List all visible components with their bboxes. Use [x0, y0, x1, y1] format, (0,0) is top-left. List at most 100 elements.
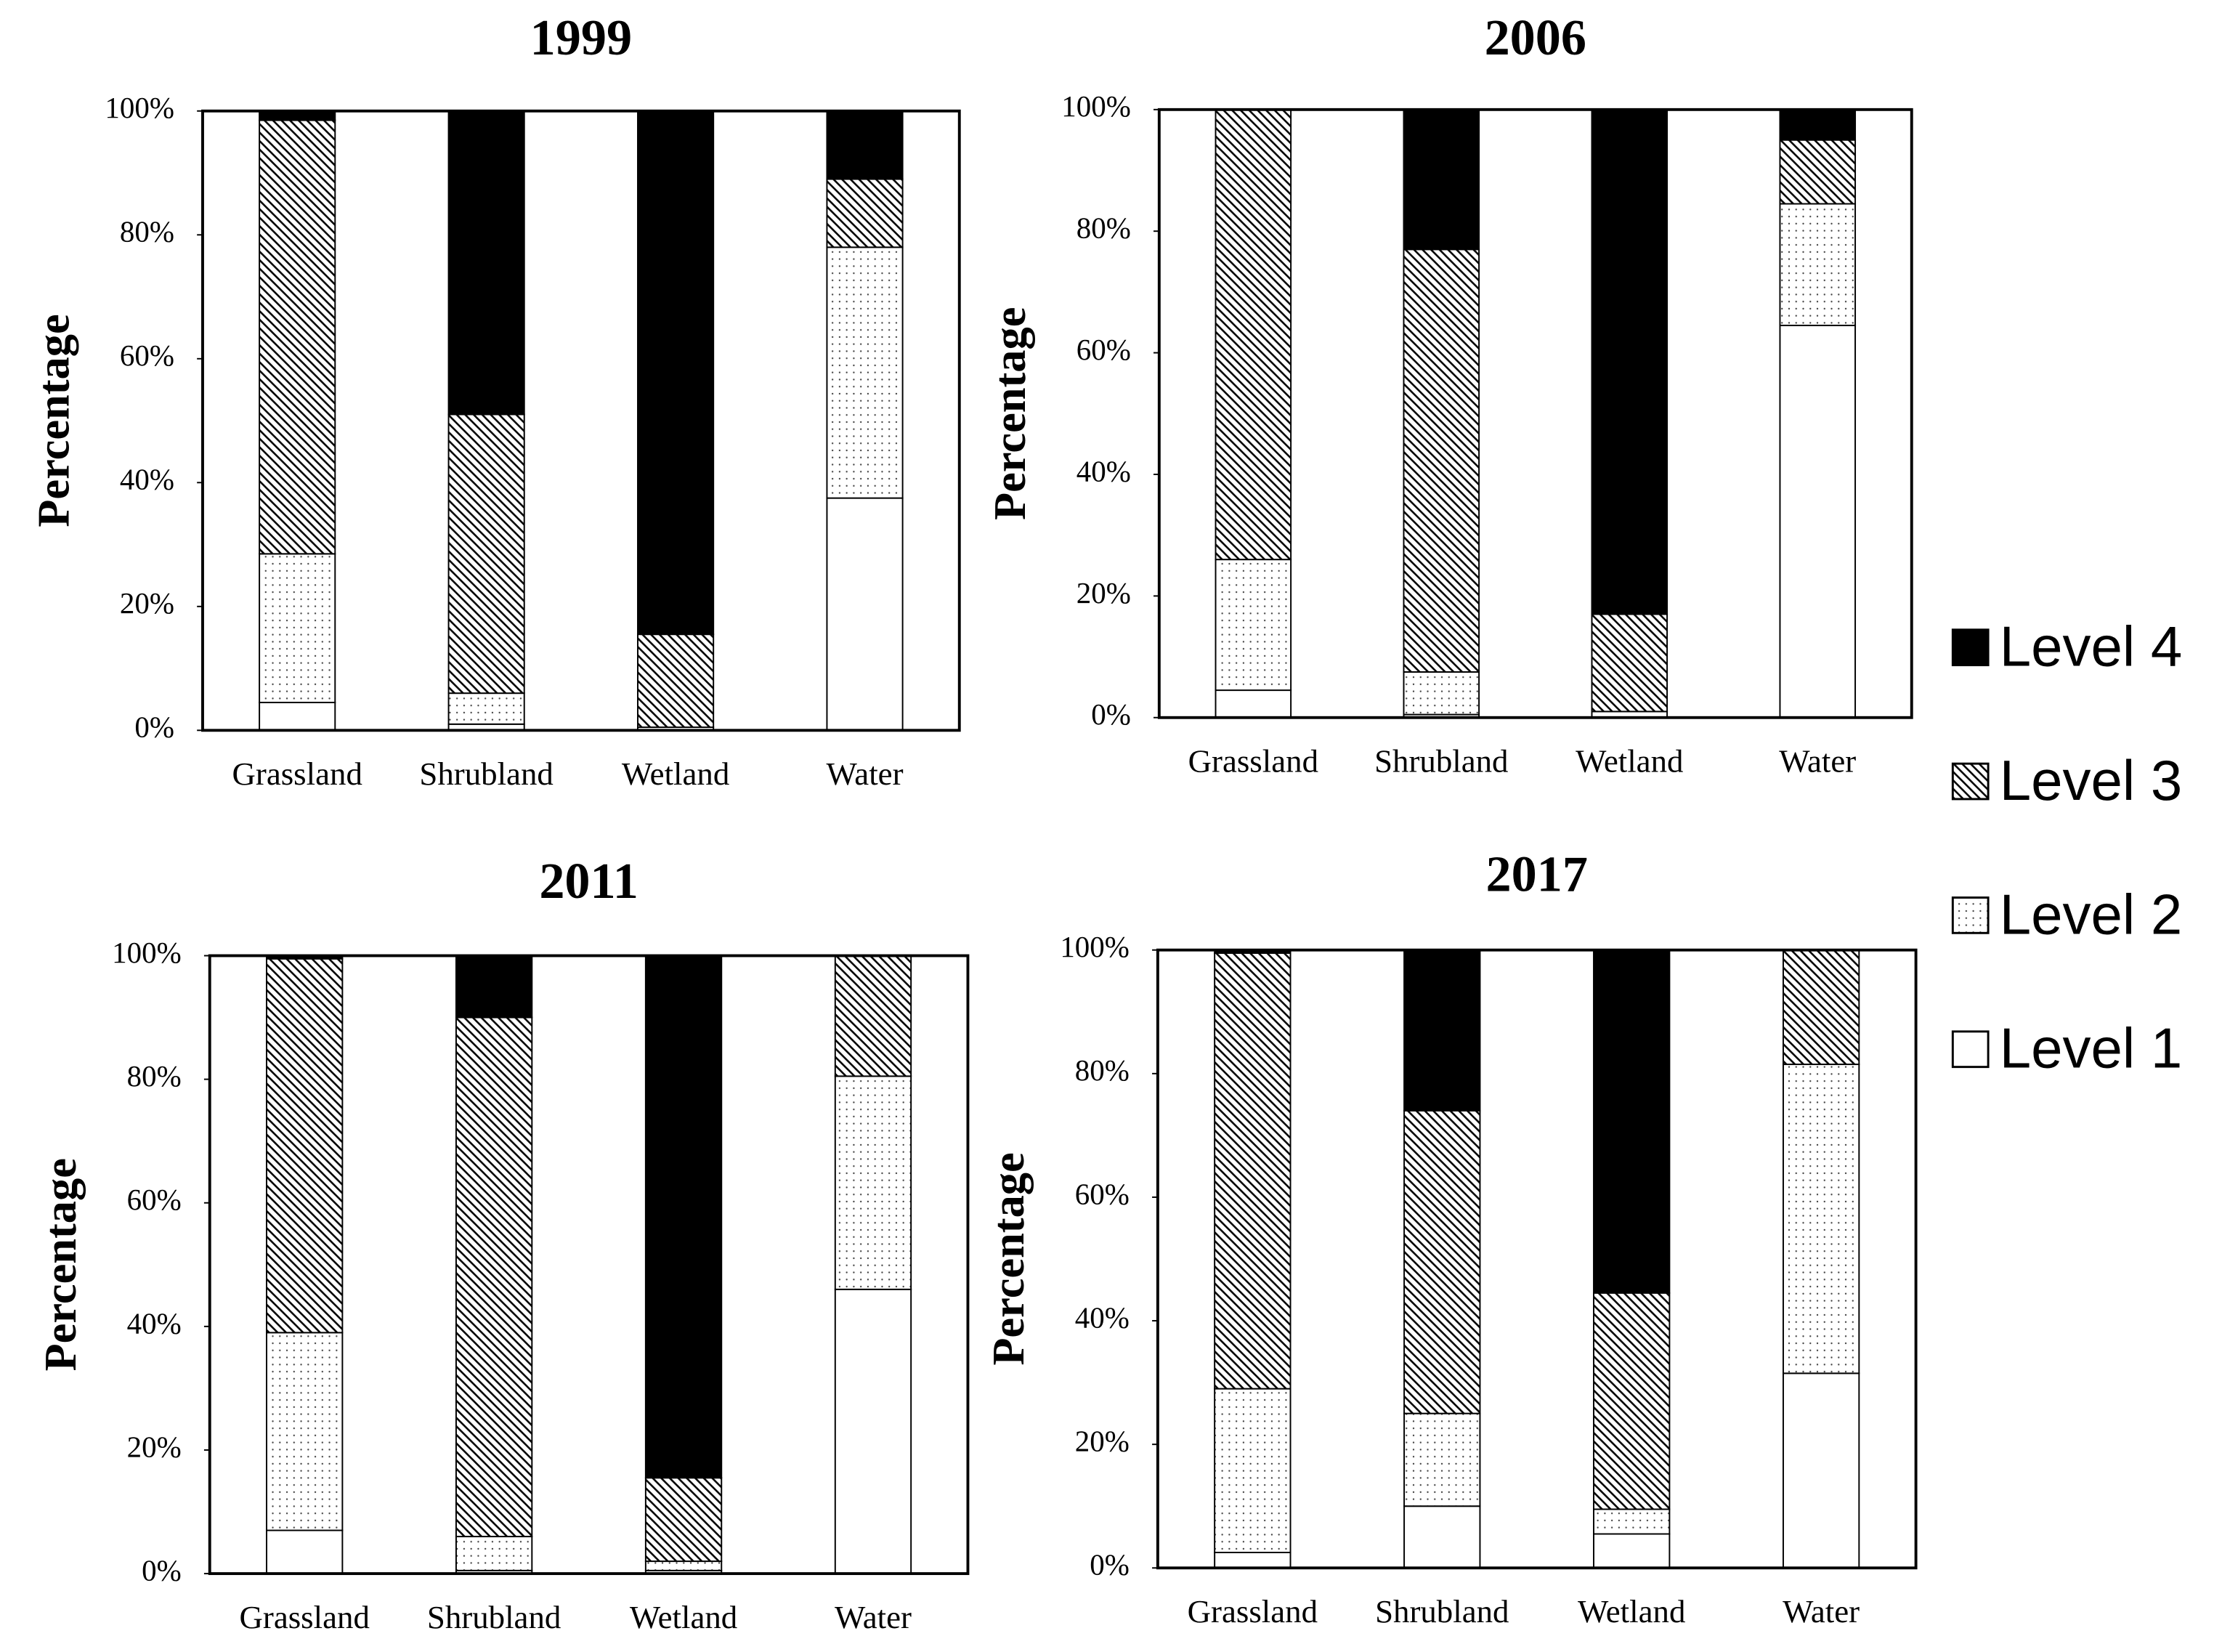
bar-segment: [447, 110, 525, 416]
legend-swatch: [1951, 762, 1990, 801]
bar-segment: [644, 955, 723, 1479]
bar-segment: [266, 1332, 344, 1531]
y-tick-label: 60%: [1076, 333, 1131, 366]
y-tick-label: 0%: [142, 1554, 182, 1587]
y-tick-label: 0%: [134, 710, 174, 744]
plot-frame: [1157, 108, 1913, 719]
y-tick-label: 80%: [1076, 211, 1131, 245]
bar-segment: [1214, 1552, 1292, 1569]
x-tick-label: Water: [1779, 742, 1856, 779]
bar-segment: [259, 119, 336, 555]
bar-segment: [1591, 613, 1668, 713]
bar-segment: [1215, 559, 1292, 692]
y-tick-label: 80%: [127, 1059, 182, 1093]
bar-segment: [1779, 324, 1857, 718]
legend-swatch: [1951, 896, 1990, 934]
bar-segment: [1215, 689, 1292, 718]
bar-segment: [447, 692, 525, 725]
bar-segment: [1403, 1412, 1481, 1507]
bar-segment: [1782, 1372, 1860, 1569]
x-tick-label: Wetland: [1578, 1593, 1685, 1629]
y-tick-label: 0%: [1091, 697, 1131, 731]
y-axis-label: Percentage: [983, 1152, 1034, 1365]
y-axis-label: Percentage: [35, 1158, 86, 1371]
bar-segment: [1779, 108, 1857, 141]
legend-label: Level 4: [2000, 615, 2183, 679]
bar-segment: [1593, 1292, 1671, 1510]
bar-segment: [1403, 108, 1480, 251]
bar-segment: [1403, 1109, 1481, 1414]
x-tick-label: Shrubland: [427, 1599, 561, 1635]
y-tick-label: 40%: [127, 1306, 182, 1340]
x-tick-label: Shrubland: [1374, 742, 1508, 779]
y-tick-label: 60%: [127, 1183, 182, 1216]
bar-segment: [259, 553, 336, 703]
y-tick-label: 40%: [1076, 454, 1131, 487]
bar-segment: [637, 110, 715, 636]
x-tick-label: Water: [835, 1599, 912, 1635]
bar-segment: [1591, 108, 1668, 615]
y-tick-label: 20%: [1075, 1425, 1130, 1458]
y-axis-label: Percentage: [984, 307, 1035, 520]
bar-segment: [1214, 952, 1292, 1390]
legend-swatch: [1951, 1030, 1990, 1069]
x-tick-label: Water: [1783, 1593, 1860, 1629]
bar-segment: [259, 701, 336, 732]
bar-segment: [1593, 1508, 1671, 1535]
x-tick-label: Shrubland: [419, 756, 553, 792]
bar-segment: [826, 497, 904, 732]
y-tick-label: 100%: [105, 91, 174, 124]
x-tick-label: Wetland: [630, 1599, 737, 1635]
y-tick-label: 20%: [1076, 576, 1131, 610]
bar-segment: [1403, 949, 1481, 1112]
chart-title: 2006: [1485, 9, 1586, 66]
bar-segment: [1593, 1533, 1671, 1569]
plot-frame: [201, 109, 961, 732]
bar-segment: [834, 955, 912, 1077]
x-tick-label: Shrubland: [1375, 1593, 1509, 1629]
y-tick-label: 100%: [1060, 930, 1130, 963]
bar-segment: [644, 1560, 723, 1571]
chart-title: 1999: [530, 9, 632, 66]
bar-segment: [1215, 108, 1292, 561]
bar-segment: [1403, 671, 1480, 716]
bar-segment: [826, 246, 904, 499]
bar-segment: [637, 633, 715, 729]
bar-segment: [455, 1016, 533, 1538]
plot-frame: [208, 954, 970, 1576]
y-tick-label: 100%: [1061, 89, 1131, 123]
x-tick-label: Grassland: [239, 1599, 369, 1635]
chart-title: 2011: [539, 853, 638, 910]
bar-segment: [1593, 949, 1671, 1294]
bar-segment: [1214, 1388, 1292, 1554]
x-tick-label: Wetland: [1576, 742, 1683, 779]
x-tick-label: Wetland: [622, 756, 729, 792]
y-tick-label: 0%: [1090, 1548, 1130, 1582]
bar-segment: [447, 413, 525, 695]
bar-segment: [455, 955, 533, 1019]
y-tick-label: 80%: [120, 215, 174, 248]
y-tick-label: 40%: [1075, 1300, 1130, 1334]
y-tick-label: 60%: [120, 339, 174, 372]
bar-segment: [826, 178, 904, 248]
y-tick-label: 60%: [1075, 1177, 1130, 1210]
bar-segment: [1782, 1064, 1860, 1374]
y-tick-label: 20%: [120, 586, 174, 620]
bar-segment: [1782, 949, 1860, 1066]
y-tick-label: 80%: [1075, 1053, 1130, 1087]
x-tick-label: Grassland: [232, 756, 362, 792]
bar-segment: [826, 110, 904, 180]
bar-segment: [1403, 248, 1480, 673]
legend-swatch: [1951, 628, 1990, 667]
y-tick-label: 40%: [120, 463, 174, 496]
bar-segment: [1403, 1505, 1481, 1569]
plot-frame: [1156, 948, 1918, 1570]
legend-label: Level 1: [2000, 1016, 2183, 1080]
y-axis-label: Percentage: [28, 314, 78, 527]
bar-segment: [266, 1529, 344, 1575]
bar-segment: [834, 1288, 912, 1575]
y-tick-label: 20%: [127, 1430, 182, 1463]
legend-label: Level 3: [2000, 748, 2183, 812]
bar-segment: [644, 1477, 723, 1563]
